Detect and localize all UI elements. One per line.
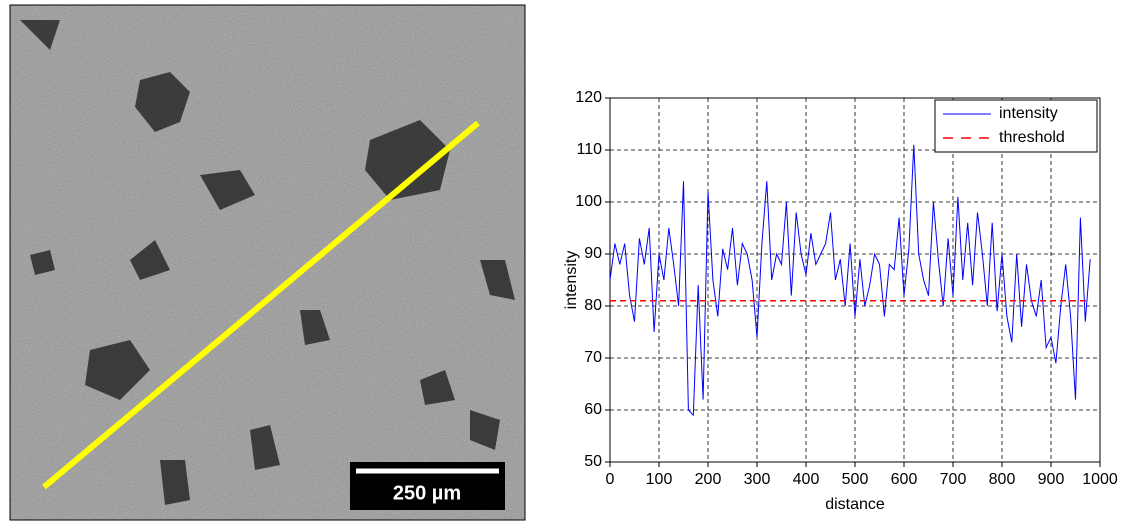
x-tick-label: 900 [1038, 471, 1065, 488]
x-tick-label: 700 [940, 471, 967, 488]
profile-line [42, 120, 480, 490]
y-axis-label: intensity [563, 251, 580, 310]
legend-label: threshold [999, 129, 1065, 146]
y-tick-label: 80 [584, 297, 602, 314]
y-tick-label: 100 [575, 193, 602, 210]
x-axis-label: distance [825, 496, 885, 513]
x-tick-label: 200 [695, 471, 722, 488]
series-line [609, 144, 1091, 417]
x-tick-label: 400 [793, 471, 820, 488]
micrograph: 250 µm [10, 5, 525, 520]
y-tick-label: 70 [584, 349, 602, 366]
y-tick-label: 90 [584, 245, 602, 262]
y-tick-label: 60 [584, 401, 602, 418]
x-tick-label: 0 [606, 471, 615, 488]
legend-label: intensity [999, 105, 1058, 122]
y-tick-label: 50 [584, 453, 602, 470]
chart: distance intensity 50 60 70 80 90 100 110 120 0 1… [563, 89, 1118, 513]
x-tick-label: 100 [646, 471, 673, 488]
x-tick-label: 500 [842, 471, 869, 488]
image-frame [9, 4, 526, 521]
x-tick-label: 800 [989, 471, 1016, 488]
y-tick-label: 120 [575, 89, 602, 106]
x-tick-label: 300 [744, 471, 771, 488]
y-tick-label: 110 [576, 141, 602, 158]
x-tick-label: 1000 [1082, 471, 1118, 488]
legend-box [934, 99, 1098, 153]
scale-bar-label: 250 µm [393, 482, 461, 504]
x-tick-label: 600 [891, 471, 918, 488]
